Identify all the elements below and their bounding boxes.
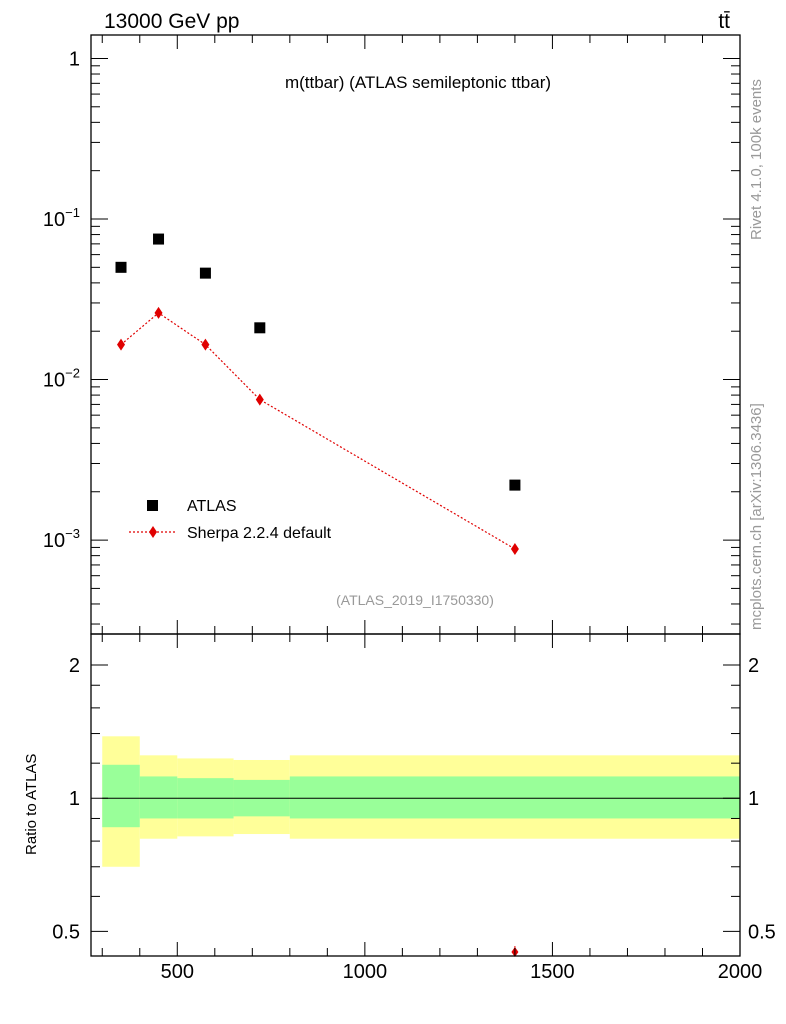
ratio-y-tick-label-left: 0.5 <box>52 921 80 943</box>
legend-sherpa-label: Sherpa 2.2.4 default <box>187 525 332 542</box>
sherpa-point <box>510 542 519 555</box>
y-tick-label: 10−2 <box>43 366 80 392</box>
atlas-point <box>509 479 521 491</box>
atlas-point <box>199 267 211 279</box>
energy-label: 13000 GeV pp <box>104 10 239 33</box>
x-tick-label: 1500 <box>530 961 575 983</box>
y-tick-label: 1 <box>69 48 80 70</box>
atlas-point <box>153 233 165 245</box>
legend-sherpa-marker <box>149 526 157 538</box>
y-tick-label: 10−3 <box>43 526 80 552</box>
ratio-y-tick-label-right: 0.5 <box>748 921 776 943</box>
ratio-band-inner <box>102 764 140 828</box>
legend: ATLAS Sherpa 2.2.4 default <box>129 498 332 542</box>
ratio-frame <box>90 633 741 957</box>
ratio-band-inner <box>139 776 178 819</box>
ratio-y-tick-label-left: 2 <box>69 655 80 677</box>
plot-title: m(ttbar) (ATLAS semileptonic ttbar) <box>285 73 551 92</box>
main-frame <box>90 34 741 635</box>
legend-atlas-label: ATLAS <box>187 498 237 515</box>
legend-atlas-marker <box>147 500 158 511</box>
sherpa-point <box>154 306 163 319</box>
ratio-ylabel: Ratio to ATLAS <box>23 754 40 855</box>
sherpa-point <box>255 393 264 406</box>
source-url-label: mcplots.cern.ch [arXiv:1306.3436] <box>748 403 765 630</box>
x-tick-label: 500 <box>161 961 194 983</box>
sherpa-point <box>201 338 210 351</box>
ratio-y-tick-label-right: 1 <box>748 788 759 810</box>
atlas-point <box>115 261 127 273</box>
y-tick-label: 10−1 <box>43 205 80 231</box>
ratio-y-tick-label-left: 1 <box>69 788 80 810</box>
sherpa-line <box>120 312 516 550</box>
atlas-point <box>254 322 266 334</box>
x-tick-label: 1000 <box>343 961 388 983</box>
ratio-y-tick-label-right: 2 <box>748 655 759 677</box>
x-tick-label: 2000 <box>718 961 763 983</box>
process-label: tt̄ <box>718 10 730 33</box>
ratio-band-inner <box>289 776 740 819</box>
main-panel: 10−3 10−2 10−1 1 <box>43 34 741 635</box>
sherpa-point <box>117 338 126 351</box>
rivet-label: Rivet 4.1.0, 100k events <box>748 79 765 240</box>
ratio-panel: 500 1000 1500 2000 0.5 0.5 1 1 2 2 <box>52 633 776 983</box>
analysis-id: (ATLAS_2019_I1750330) <box>336 592 494 608</box>
